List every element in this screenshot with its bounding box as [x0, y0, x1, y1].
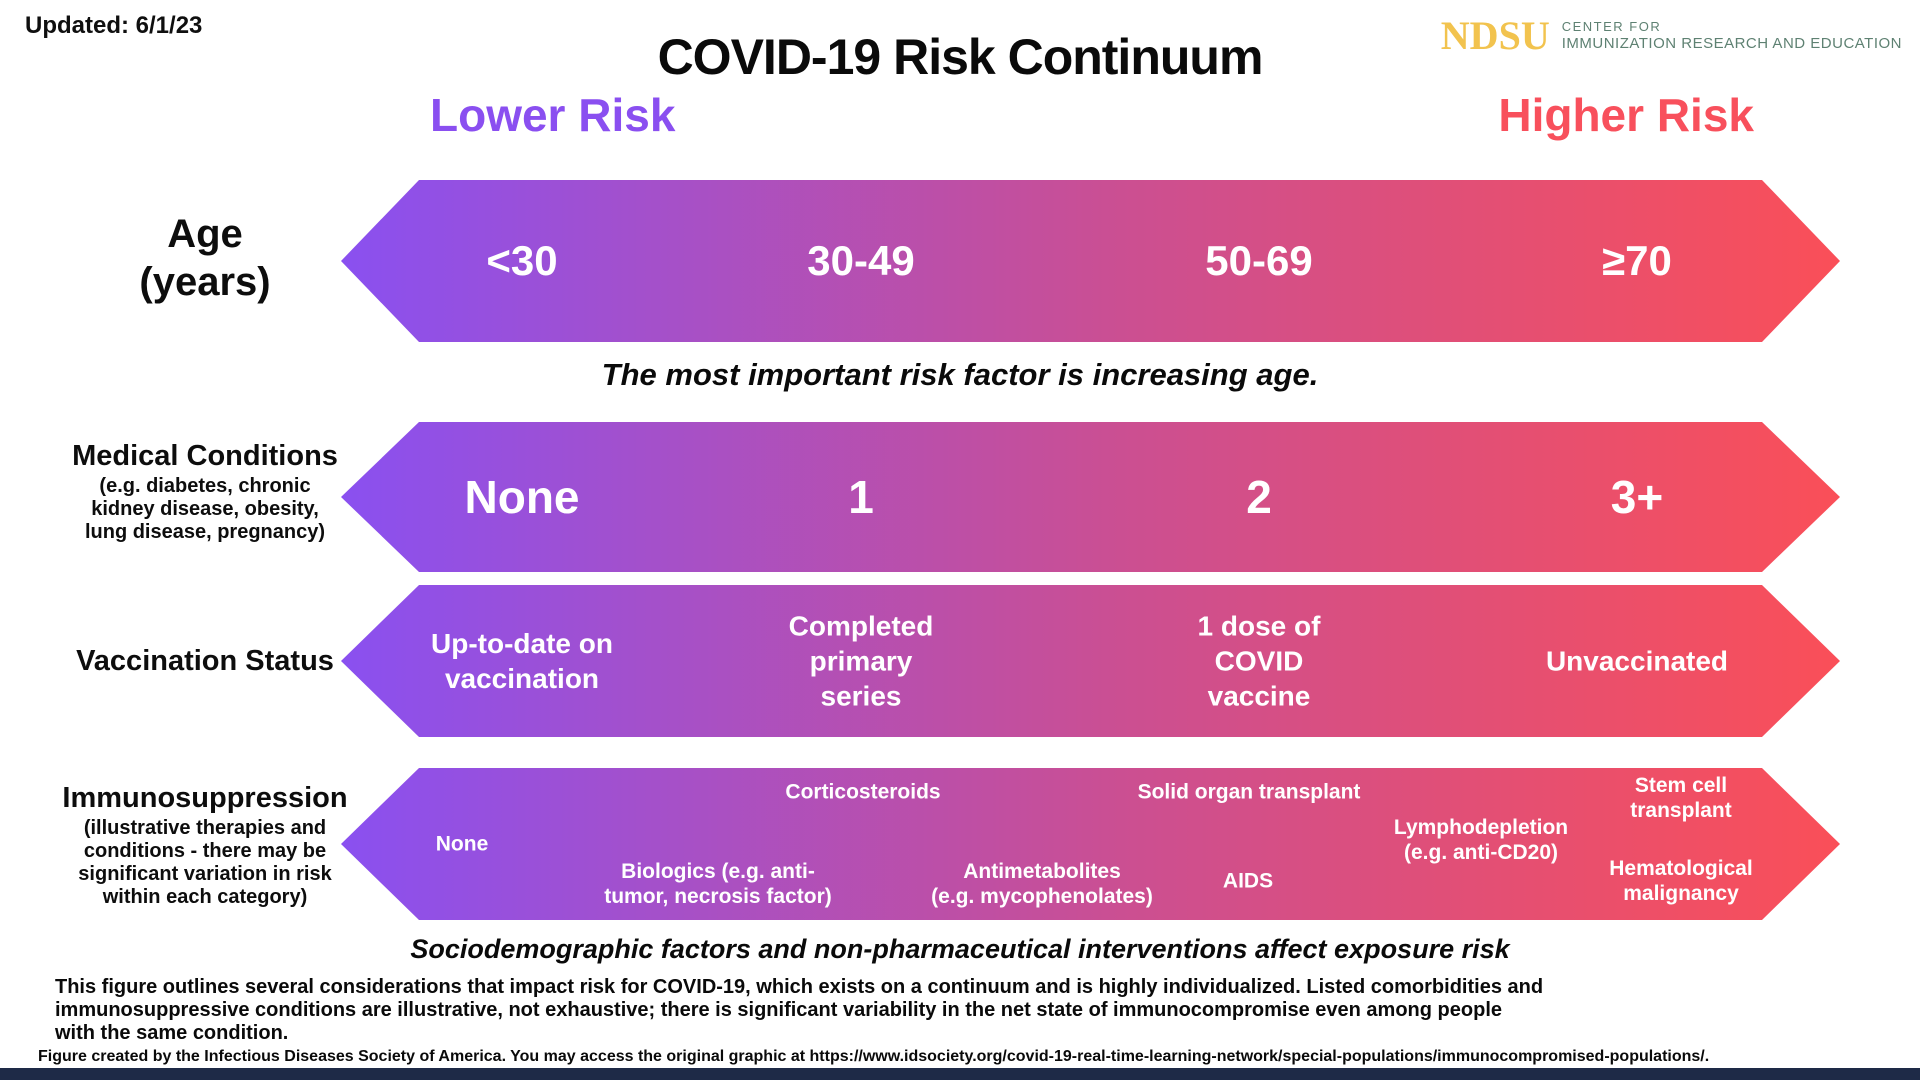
- ndsu-logo: NDSU CENTER FOR IMMUNIZATION RESEARCH AN…: [1441, 16, 1902, 56]
- lower-risk-label: Lower Risk: [430, 89, 676, 141]
- immuno-item-aids: AIDS: [1222, 869, 1274, 893]
- medical-conditions-row-label: Medical Conditions (e.g. diabetes, chron…: [30, 440, 380, 544]
- vaccination-status-label-text: Vaccination Status: [76, 645, 334, 677]
- medical-value-2: 1: [848, 471, 874, 523]
- medical-value-3: 2: [1246, 471, 1272, 523]
- vaccination-value-3: 1 dose of COVID vaccine: [1197, 610, 1321, 712]
- age-gradient-arrow: <30 30-49 50-69 ≥70: [341, 180, 1840, 342]
- medical-conditions-gradient-arrow: None 1 2 3+: [341, 422, 1840, 572]
- immuno-item-lymphodepletion: Lymphodepletion (e.g. anti-CD20): [1393, 815, 1569, 864]
- center-name: CENTER FOR IMMUNIZATION RESEARCH AND EDU…: [1561, 18, 1902, 52]
- medical-value-1: None: [464, 471, 580, 523]
- center-name-line2: IMMUNIZATION RESEARCH AND EDUCATION: [1561, 34, 1902, 52]
- bottom-accent-bar: [0, 1068, 1920, 1080]
- medical-conditions-label-sub: (e.g. diabetes, chronic kidney disease, …: [84, 475, 326, 543]
- age-row-label: Age (years): [30, 210, 380, 306]
- vaccination-status-gradient-arrow: Up-to-date on vaccination Completed prim…: [341, 585, 1840, 737]
- immunosuppression-label-text: Immunosuppression: [62, 782, 348, 814]
- vaccination-value-2: Completed primary series: [788, 610, 934, 712]
- immunosuppression-label-sub: (illustrative therapies and conditions -…: [78, 817, 332, 908]
- immuno-item-biologics: Biologics (e.g. anti- tumor, necrosis fa…: [604, 859, 832, 908]
- figure-description: This figure outlines several considerati…: [55, 976, 1544, 1044]
- age-note: The most important risk factor is increa…: [601, 357, 1319, 392]
- immuno-item-antimetabolites: Antimetabolites (e.g. mycophenolates): [931, 859, 1153, 908]
- age-value-4: ≥70: [1602, 237, 1672, 284]
- medical-value-4: 3+: [1610, 471, 1664, 523]
- attribution-text: Figure created by the Infectious Disease…: [38, 1048, 1710, 1065]
- immuno-item-corticosteroids: Corticosteroids: [785, 780, 941, 804]
- immunosuppression-row-label: Immunosuppression (illustrative therapie…: [30, 782, 380, 909]
- age-value-3: 50-69: [1205, 237, 1313, 284]
- immuno-item-hematological-malignancy: Hematological malignancy: [1609, 856, 1753, 905]
- vaccination-value-1: Up-to-date on vaccination: [431, 628, 613, 694]
- immuno-item-solid-organ-transplant: Solid organ transplant: [1137, 780, 1361, 804]
- immuno-item-stem-cell-transplant: Stem cell transplant: [1630, 773, 1732, 822]
- center-name-line1: CENTER FOR: [1561, 18, 1662, 34]
- ndsu-wordmark: NDSU: [1440, 13, 1550, 58]
- immuno-item-none: None: [435, 832, 489, 856]
- updated-date: Updated: 6/1/23: [25, 12, 203, 39]
- age-value-1: <30: [486, 237, 558, 284]
- vaccination-status-row-label: Vaccination Status: [30, 645, 380, 678]
- age-value-2: 30-49: [807, 237, 915, 284]
- page-title: COVID-19 Risk Continuum: [657, 29, 1264, 85]
- exposure-note: Sociodemographic factors and non-pharmac…: [410, 934, 1510, 964]
- higher-risk-label: Higher Risk: [1498, 89, 1754, 141]
- immunosuppression-gradient-arrow: None Corticosteroids Biologics (e.g. ant…: [341, 768, 1840, 920]
- age-row-label-text: Age (years): [139, 212, 271, 304]
- medical-conditions-label-text: Medical Conditions: [72, 440, 338, 472]
- vaccination-value-4: Unvaccinated: [1545, 645, 1729, 677]
